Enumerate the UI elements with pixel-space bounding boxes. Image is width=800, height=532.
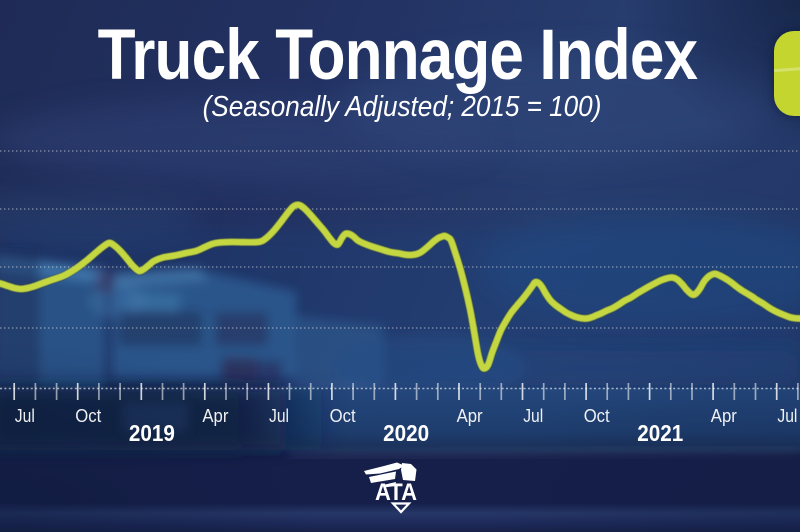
svg-text:Jul: Jul xyxy=(269,406,289,426)
svg-text:Apr: Apr xyxy=(711,406,737,426)
svg-text:Jul: Jul xyxy=(15,406,35,426)
svg-text:2021: 2021 xyxy=(637,420,683,446)
svg-text:2019: 2019 xyxy=(129,420,175,446)
svg-text:Oct: Oct xyxy=(75,406,101,426)
svg-text:ATA: ATA xyxy=(375,479,417,506)
svg-text:Jul: Jul xyxy=(523,406,543,426)
svg-text:2020: 2020 xyxy=(383,420,429,446)
svg-text:Jul: Jul xyxy=(777,406,797,426)
svg-text:Oct: Oct xyxy=(584,406,610,426)
svg-text:Apr: Apr xyxy=(457,406,483,426)
svg-text:Oct: Oct xyxy=(330,406,356,426)
svg-text:Apr: Apr xyxy=(202,406,228,426)
